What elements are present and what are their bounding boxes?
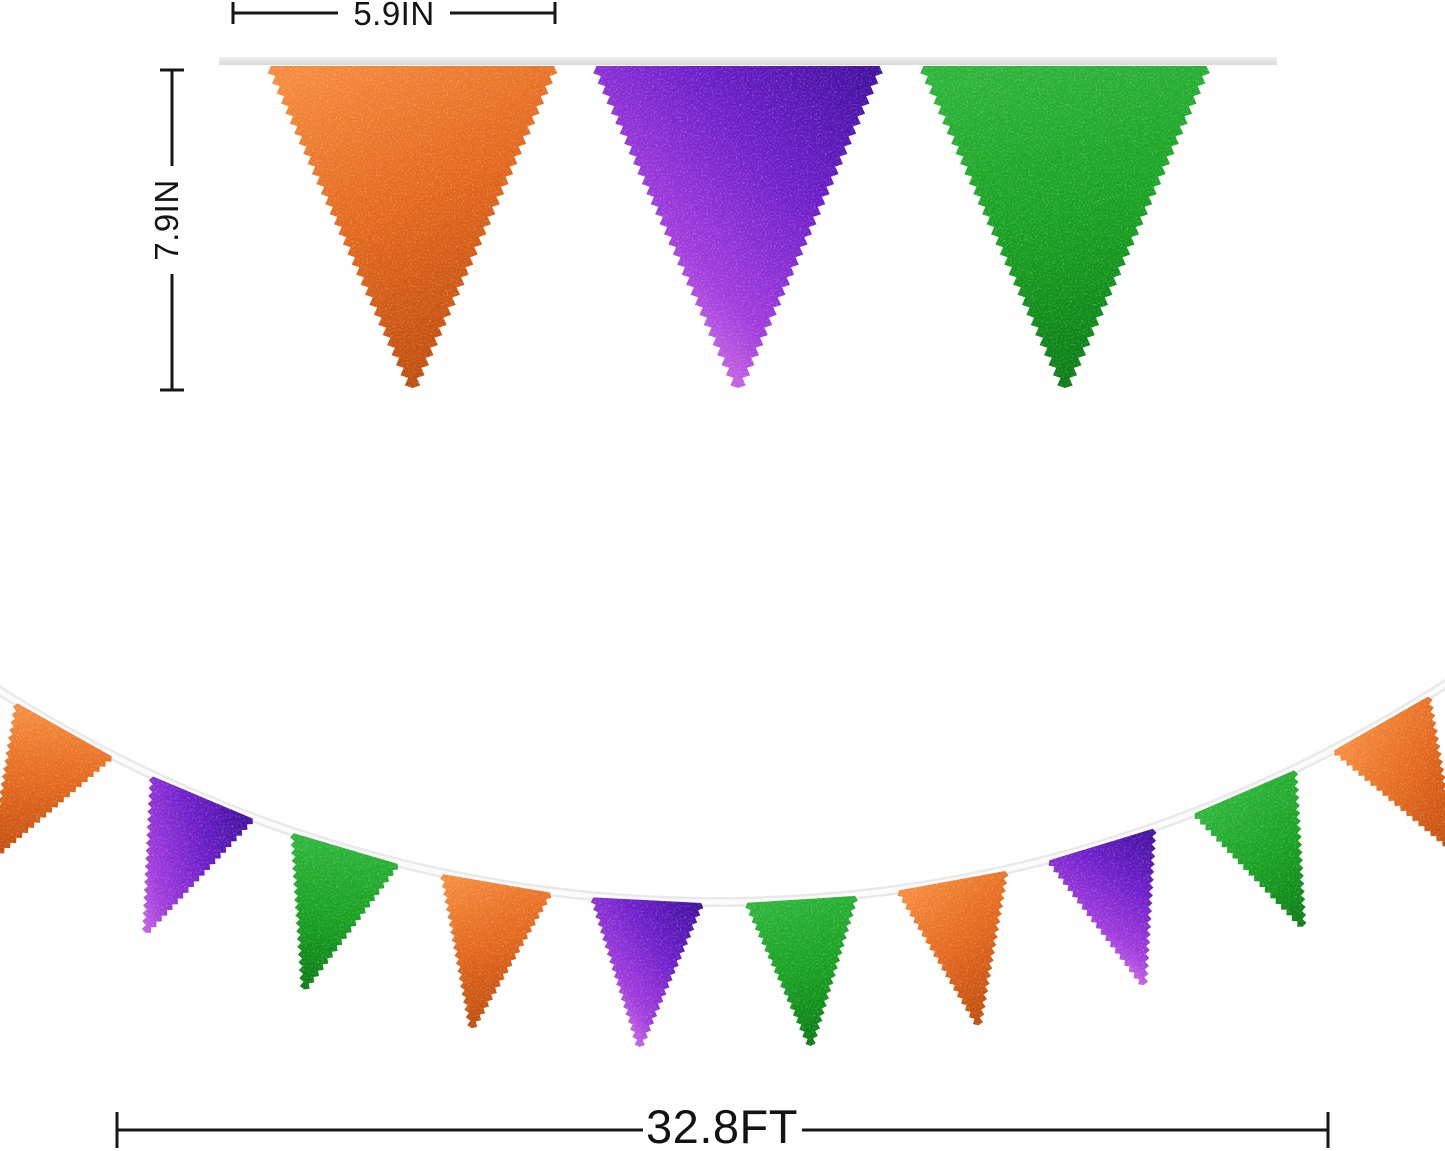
pennant-flag-green [1194, 770, 1307, 927]
bottom-string [0, 678, 1445, 907]
pennant-flag-purple [593, 66, 883, 388]
top-flags [267, 66, 1210, 388]
pennant-flag-purple [590, 897, 704, 1047]
bottom-string-shadow [0, 678, 1445, 907]
pennant-flag-purple [141, 776, 253, 933]
bottom-string-core [0, 681, 1445, 905]
pennant-flag-orange [440, 874, 552, 1029]
pennant-flag-green [920, 66, 1210, 388]
top-string [219, 57, 1277, 65]
width-dimension: 5.9IN [231, 0, 557, 32]
height-dimension-label: 7.9IN [148, 179, 185, 260]
length-dimension-label: 32.8FT [646, 1100, 798, 1151]
height-dimension: 7.9IN [148, 68, 185, 392]
pennant-flag-orange [1334, 696, 1445, 852]
pennant-flag-green [745, 895, 858, 1046]
pennant-flag-orange [897, 871, 1009, 1026]
pennant-flag-orange [267, 66, 558, 388]
pennant-flag-purple [1048, 828, 1157, 986]
pennant-flag-orange [0, 703, 112, 859]
width-dimension-label: 5.9IN [353, 0, 434, 32]
length-dimension: 32.8FT [115, 1100, 1330, 1151]
pennant-flag-green [290, 833, 399, 990]
bottom-flags [0, 696, 1445, 1047]
